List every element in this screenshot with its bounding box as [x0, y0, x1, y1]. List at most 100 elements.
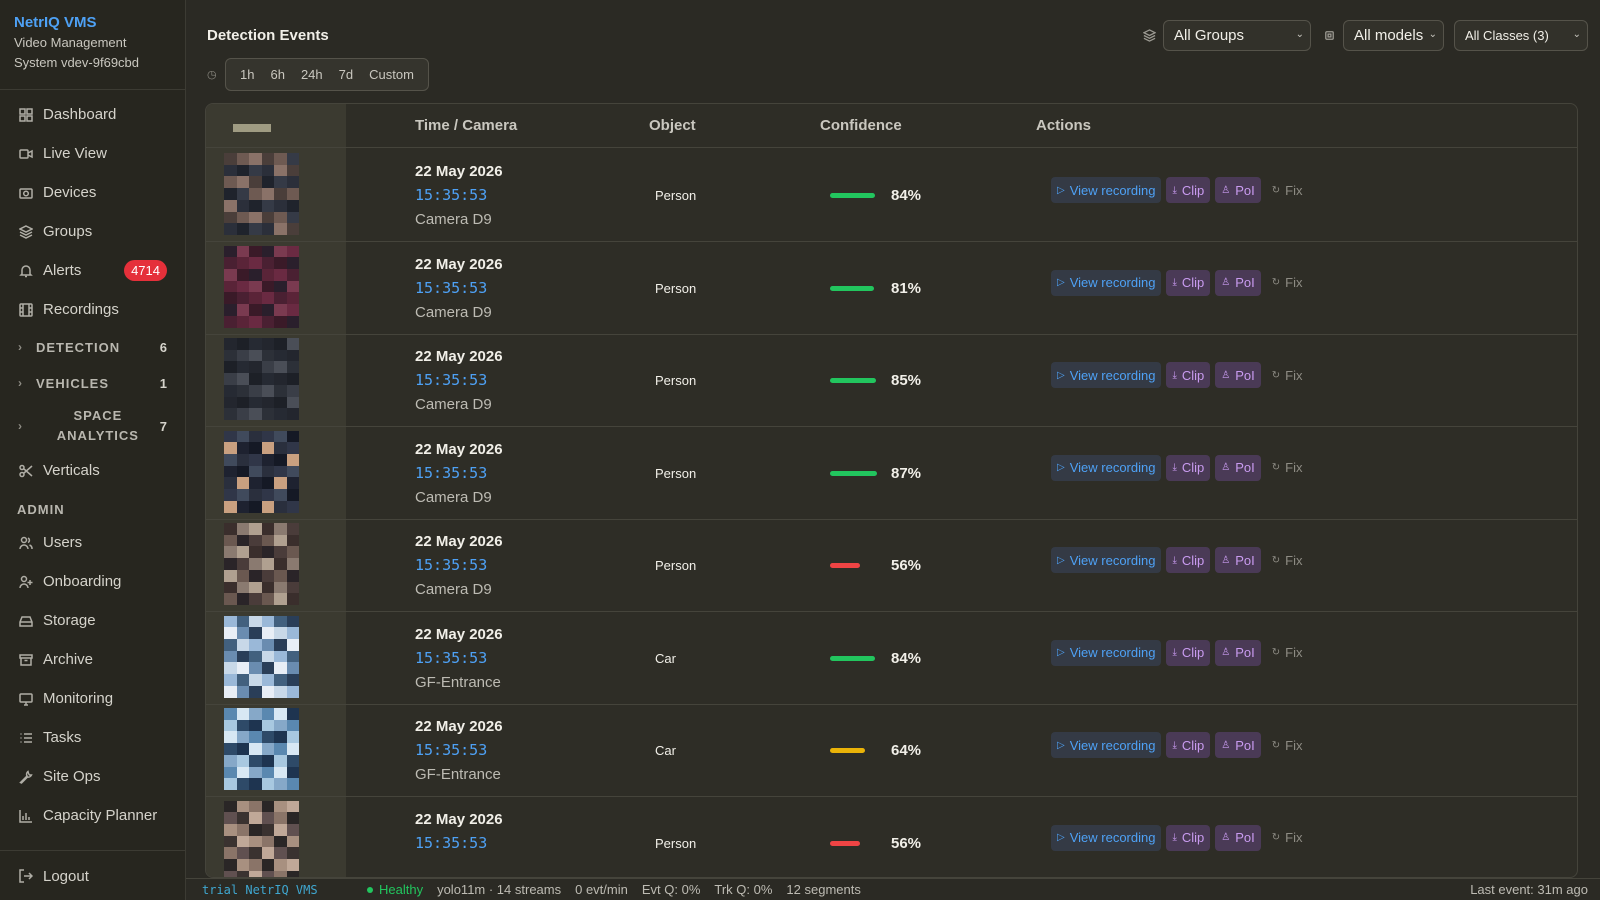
detection-thumbnail[interactable]	[224, 523, 299, 605]
table-row[interactable]: 22 May 2026 15:35:53 Camera D9 Person 56…	[206, 518, 1577, 612]
view-recording-button[interactable]: ▷ View recording	[1051, 824, 1162, 851]
group-select[interactable]: All Groups ⌄	[1163, 20, 1311, 51]
fix-label: Fix	[1285, 182, 1303, 198]
poi-button[interactable]: ♙ PoI	[1215, 824, 1261, 851]
sidebar-item-archive[interactable]: Archive	[0, 640, 185, 679]
sidebar-item-storage[interactable]: Storage	[0, 601, 185, 640]
column-header-confidence[interactable]: Confidence	[820, 117, 902, 134]
fix-button[interactable]: ↻ Fix	[1266, 640, 1309, 666]
sidebar-item-live-view[interactable]: Live View	[0, 134, 185, 173]
poi-button[interactable]: ♙ PoI	[1215, 269, 1261, 296]
event-time[interactable]: 15:35:53	[415, 371, 488, 389]
select-all-handle[interactable]	[233, 124, 271, 132]
detection-thumbnail[interactable]	[224, 430, 299, 513]
fix-button[interactable]: ↻ Fix	[1266, 732, 1309, 758]
sidebar-section-vehicles[interactable]: › VEHICLES 1	[0, 365, 185, 401]
clip-button[interactable]: ⤓ Clip	[1166, 824, 1211, 851]
table-row[interactable]: 22 May 2026 15:35:53 Camera D9 Person 85…	[206, 333, 1577, 427]
range-option-24h[interactable]: 24h	[300, 67, 323, 82]
table-row[interactable]: 22 May 2026 15:35:53 Camera D9 Person 81…	[206, 241, 1577, 335]
detection-thumbnail[interactable]	[224, 153, 299, 235]
event-time[interactable]: 15:35:53	[415, 556, 488, 574]
view-recording-button[interactable]: ▷ View recording	[1051, 639, 1162, 666]
range-option-custom[interactable]: Custom	[369, 67, 414, 82]
event-time[interactable]: 15:35:53	[415, 833, 488, 852]
detection-thumbnail[interactable]	[224, 615, 299, 698]
poi-button[interactable]: ♙ PoI	[1215, 454, 1261, 481]
sidebar-item-alerts[interactable]: Alerts 4714	[0, 251, 185, 290]
poi-button[interactable]: ♙ PoI	[1215, 547, 1261, 573]
fix-button[interactable]: ↻ Fix	[1266, 825, 1309, 851]
brand-name[interactable]: NetrIQ VMS	[14, 14, 97, 31]
table-row[interactable]: 22 May 2026 15:35:53 Person 56% ▷ View re…	[206, 796, 1577, 877]
event-time[interactable]: 15:35:53	[415, 186, 488, 204]
event-time[interactable]: 15:35:53	[415, 463, 488, 482]
health-dot-icon	[367, 886, 373, 893]
sidebar-section-detection[interactable]: › DETECTION 6	[0, 329, 185, 365]
clip-button[interactable]: ⤓ Clip	[1166, 732, 1211, 758]
sidebar-item-users[interactable]: Users	[0, 523, 185, 562]
poi-button[interactable]: ♙ PoI	[1215, 177, 1261, 203]
view-recording-label: View recording	[1069, 460, 1156, 475]
sidebar-item-groups[interactable]: Groups	[0, 212, 185, 251]
range-option-1h[interactable]: 1h	[240, 67, 255, 82]
table-row[interactable]: 22 May 2026 15:35:53 GF-Entrance Car 84%…	[206, 611, 1577, 705]
detection-thumbnail[interactable]	[224, 338, 299, 420]
sidebar-item-devices[interactable]: Devices	[0, 173, 185, 212]
sidebar-item-site-ops[interactable]: Site Ops	[0, 757, 185, 796]
event-time[interactable]: 15:35:53	[415, 648, 488, 667]
table-row[interactable]: 22 May 2026 15:35:53 Camera D9 Person 84…	[206, 148, 1577, 242]
view-recording-button[interactable]: ▷ View recording	[1051, 362, 1162, 388]
model-select[interactable]: All models ⌄	[1343, 20, 1444, 51]
view-recording-button[interactable]: ▷ View recording	[1051, 732, 1162, 758]
range-option-6h[interactable]: 6h	[270, 67, 285, 82]
poi-button[interactable]: ♙ PoI	[1215, 639, 1261, 666]
fix-label: Fix	[1285, 830, 1303, 845]
event-date: 22 May 2026	[415, 718, 503, 735]
fix-button[interactable]: ↻ Fix	[1266, 362, 1309, 388]
detection-thumbnail[interactable]	[224, 800, 299, 877]
view-recording-button[interactable]: ▷ View recording	[1051, 269, 1162, 296]
classes-select[interactable]: All Classes (3) ⌄	[1454, 20, 1588, 51]
confidence-value: 81%	[891, 279, 922, 297]
sidebar-item-verticals[interactable]: Verticals	[0, 451, 185, 490]
event-time[interactable]: 15:35:53	[415, 278, 488, 297]
clip-button[interactable]: ⤓ Clip	[1166, 639, 1211, 666]
fix-button[interactable]: ↻ Fix	[1266, 547, 1309, 573]
column-header-time[interactable]: Time / Camera	[415, 117, 518, 134]
table-row[interactable]: 22 May 2026 15:35:53 Camera D9 Person 87…	[206, 426, 1577, 520]
detection-thumbnail[interactable]	[224, 708, 299, 790]
fix-button[interactable]: ↻ Fix	[1266, 455, 1309, 481]
sidebar-item-monitoring[interactable]: Monitoring	[0, 679, 185, 718]
clip-button[interactable]: ⤓ Clip	[1166, 362, 1211, 388]
sidebar-item-tasks[interactable]: Tasks	[0, 718, 185, 757]
clip-button[interactable]: ⤓ Clip	[1166, 454, 1211, 481]
table-row[interactable]: 22 May 2026 15:35:53 GF-Entrance Car 64%…	[206, 703, 1577, 797]
sidebar-item-capacity-planner[interactable]: Capacity Planner	[0, 796, 185, 835]
poi-button[interactable]: ♙ PoI	[1215, 362, 1261, 388]
view-recording-button[interactable]: ▷ View recording	[1051, 547, 1162, 573]
person-icon: ♙	[1221, 184, 1231, 196]
view-recording-button[interactable]: ▷ View recording	[1051, 177, 1162, 203]
poi-button[interactable]: ♙ PoI	[1215, 732, 1261, 758]
view-recording-button[interactable]: ▷ View recording	[1051, 454, 1162, 481]
event-date: 22 May 2026	[415, 348, 503, 365]
row-actions: ▷ View recording ⤓ Clip ♙ PoI ↻ Fix	[1051, 824, 1314, 851]
model-cpu-icon	[1321, 28, 1337, 44]
sidebar-item-onboarding[interactable]: Onboarding	[0, 562, 185, 601]
clip-button[interactable]: ⤓ Clip	[1166, 547, 1211, 573]
range-option-7d[interactable]: 7d	[338, 67, 354, 82]
column-header-object[interactable]: Object	[649, 117, 696, 134]
confidence-value: 56%	[891, 834, 922, 852]
sidebar-section-space-analytics[interactable]: › SPACE ANALYTICS 7	[0, 401, 185, 451]
detection-thumbnail[interactable]	[224, 245, 299, 328]
event-time[interactable]: 15:35:53	[415, 741, 488, 759]
sidebar-item-recordings[interactable]: Recordings	[0, 290, 185, 329]
clip-button[interactable]: ⤓ Clip	[1166, 269, 1211, 296]
sidebar-item-dashboard[interactable]: Dashboard	[0, 95, 185, 134]
event-date: 22 May 2026	[415, 533, 503, 550]
logout-button[interactable]: Logout	[0, 851, 186, 900]
clip-button[interactable]: ⤓ Clip	[1166, 177, 1211, 203]
fix-button[interactable]: ↻ Fix	[1266, 270, 1309, 296]
fix-button[interactable]: ↻ Fix	[1266, 177, 1309, 203]
